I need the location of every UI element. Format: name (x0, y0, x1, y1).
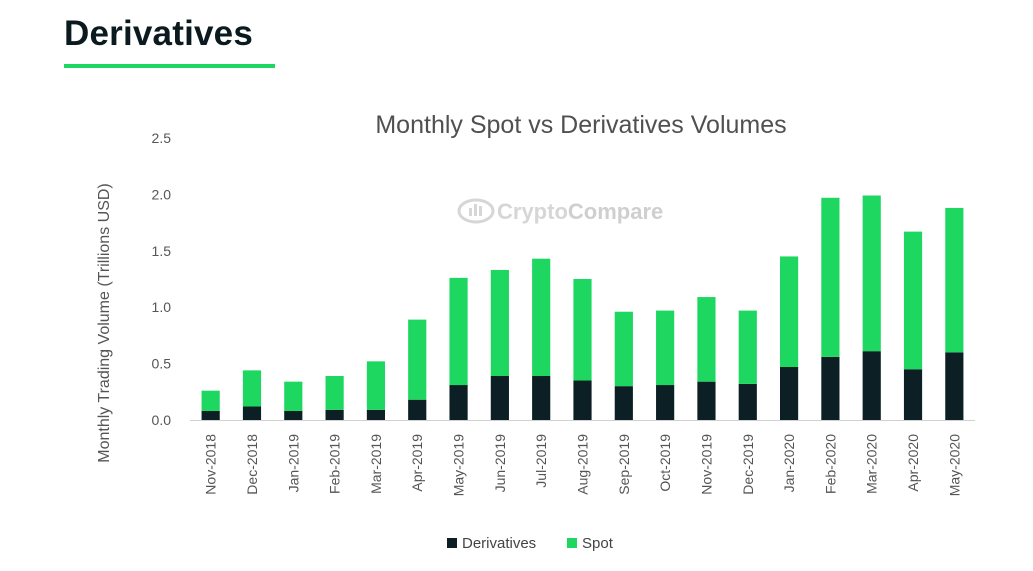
cryptocompare-watermark: CryptoCompare (457, 198, 663, 224)
x-tick-label: Mar-2019 (368, 434, 384, 494)
bar-derivatives-feb-2019 (325, 409, 344, 420)
x-tick-label: Sep-2019 (616, 434, 632, 495)
bar-spot-dec-2019 (738, 310, 757, 384)
y-tick-label: 1.5 (152, 243, 172, 259)
legend: Derivatives Spot (447, 535, 614, 552)
x-tick-label: Jul-2019 (533, 434, 549, 488)
x-axis-ticks: Nov-2018 Dec-2018 Jan-2019 Feb-2019 Mar-2019… (203, 434, 963, 496)
watermark-text-compare: Compare (568, 199, 663, 224)
x-tick-label: Apr-2019 (409, 434, 425, 492)
bar-derivatives-jan-2020 (779, 366, 799, 420)
x-tick-label: Aug-2019 (575, 434, 591, 495)
bar-derivatives-may-2019 (449, 385, 468, 420)
bar-spot-jan-2020 (779, 256, 799, 367)
bar-derivatives-may-2020 (945, 352, 964, 420)
legend-label: Spot (582, 535, 614, 552)
x-tick-label: Dec-2019 (740, 434, 756, 495)
bar-derivatives-apr-2019 (408, 399, 427, 420)
x-tick-label: May-2020 (946, 434, 962, 496)
x-tick-label: Jun-2019 (492, 434, 508, 493)
bar-spot-sep-2019 (614, 311, 633, 387)
x-tick-label: Nov-2019 (698, 434, 714, 495)
bar-spot-jan-2019 (284, 381, 303, 411)
bar-spot-nov-2019 (697, 297, 716, 382)
bar-derivatives-jun-2019 (490, 376, 509, 420)
bar-spot-mar-2020 (862, 195, 881, 352)
x-tick-label: Feb-2019 (327, 434, 343, 494)
bar-spot-apr-2019 (408, 319, 427, 400)
bar-spot-may-2020 (945, 207, 964, 353)
bar-derivatives-jul-2019 (532, 376, 551, 420)
y-axis-label: Monthly Trading Volume (Trillions USD) (96, 183, 113, 463)
y-tick-label: 0.0 (152, 412, 172, 428)
bar-derivatives-mar-2019 (366, 409, 386, 420)
y-axis-ticks: 0.0 0.5 1.0 1.5 2.0 2.5 (152, 130, 172, 428)
bar-derivatives-feb-2020 (821, 356, 840, 420)
x-tick-label: Oct-2019 (657, 434, 673, 492)
y-tick-label: 0.5 (152, 356, 172, 372)
x-tick-label: Jan-2020 (781, 434, 797, 493)
bar-derivatives-jan-2019 (284, 410, 303, 420)
x-tick-label: Apr-2020 (905, 434, 921, 492)
legend-label: Derivatives (462, 535, 536, 552)
bar-derivatives-sep-2019 (614, 386, 633, 420)
cryptocompare-logo-icon (457, 198, 495, 224)
bar-derivatives-nov-2018 (201, 410, 220, 420)
bar-spot-feb-2019 (325, 376, 344, 410)
bar-spot-feb-2020 (821, 197, 840, 357)
legend-swatch (567, 538, 577, 548)
bar-spot-apr-2020 (903, 231, 923, 370)
x-tick-label: Dec-2018 (244, 434, 260, 495)
x-tick-label: Feb-2020 (822, 434, 838, 494)
bar-derivatives-apr-2020 (903, 369, 923, 420)
bar-spot-mar-2019 (366, 361, 386, 410)
bar-derivatives-nov-2019 (697, 381, 716, 420)
bar-spot-jun-2019 (490, 269, 509, 377)
bar-spot-nov-2018 (201, 390, 220, 411)
bars (201, 195, 964, 420)
x-tick-label: Jan-2019 (285, 434, 301, 493)
bar-spot-oct-2019 (656, 310, 675, 386)
bar-derivatives-mar-2020 (862, 351, 881, 420)
legend-item-derivatives: Derivatives (447, 535, 536, 552)
y-tick-label: 2.5 (152, 130, 172, 146)
x-tick-label: Nov-2018 (203, 434, 219, 495)
y-tick-label: 1.0 (152, 299, 172, 315)
bar-spot-aug-2019 (573, 279, 592, 381)
bar-derivatives-dec-2019 (738, 383, 757, 420)
legend-item-spot: Spot (567, 535, 614, 552)
section-title: Derivatives (64, 14, 253, 53)
x-tick-label: Mar-2020 (864, 434, 880, 494)
section-title-underline (64, 64, 275, 68)
bar-derivatives-oct-2019 (656, 385, 675, 420)
bar-derivatives-dec-2018 (242, 406, 262, 420)
bar-spot-dec-2018 (242, 370, 262, 407)
watermark-text: CryptoCompare (497, 199, 663, 224)
watermark-text-crypto: Crypto (497, 199, 568, 224)
legend-swatch (447, 538, 457, 548)
y-tick-label: 2.0 (152, 186, 172, 202)
bar-spot-jul-2019 (532, 258, 551, 377)
x-tick-label: May-2019 (451, 434, 467, 496)
bar-derivatives-aug-2019 (573, 380, 592, 420)
bar-spot-may-2019 (449, 277, 468, 386)
chart-title: Monthly Spot vs Derivatives Volumes (375, 111, 786, 139)
